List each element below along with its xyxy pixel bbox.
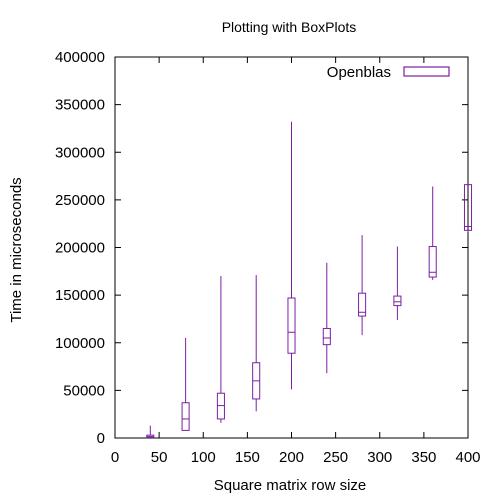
y-tick-label: 0 [97, 430, 105, 447]
x-tick-label: 400 [455, 449, 480, 466]
box-rect [181, 402, 190, 431]
x-axis-label: Square matrix row size [214, 477, 367, 494]
x-tick-label: 100 [191, 449, 216, 466]
y-tick-label: 100000 [55, 335, 105, 352]
y-tick-label: 400000 [55, 49, 105, 66]
box-rect [428, 246, 437, 278]
box-rect [322, 327, 331, 346]
box-rect [358, 292, 367, 317]
legend-label: Openblas [327, 64, 391, 81]
box-200 [287, 121, 296, 390]
y-axis-label: Time in microseconds [8, 177, 25, 322]
x-tick-label: 50 [151, 449, 168, 466]
y-tick-label: 50000 [63, 382, 105, 399]
box-120 [216, 276, 225, 423]
box-rect [393, 295, 402, 307]
x-tick-label: 250 [323, 449, 348, 466]
box-rect [463, 184, 473, 231]
box-240 [322, 262, 331, 374]
box-160 [252, 275, 261, 412]
legend: Openblas [327, 64, 450, 81]
boxes-group [146, 121, 473, 439]
x-tick-label: 0 [111, 449, 119, 466]
box-rect [287, 297, 296, 354]
y-tick-label: 250000 [55, 192, 105, 209]
box-80 [181, 337, 190, 431]
y-tick-label: 300000 [55, 144, 105, 161]
x-tick-label: 150 [235, 449, 260, 466]
box-40 [146, 425, 155, 439]
axes-group: 0500001000001500002000002500003000003500… [55, 49, 481, 466]
legend-swatch [403, 66, 450, 77]
box-360 [428, 186, 437, 280]
box-320 [393, 246, 402, 320]
x-tick-label: 350 [411, 449, 436, 466]
x-tick-label: 200 [279, 449, 304, 466]
y-tick-label: 200000 [55, 240, 105, 257]
y-tick-label: 350000 [55, 97, 105, 114]
box-280 [358, 235, 367, 336]
box-400 [463, 184, 473, 233]
x-tick-label: 300 [367, 449, 392, 466]
chart-title: Plotting with BoxPlots [222, 19, 357, 35]
y-tick-label: 150000 [55, 287, 105, 304]
